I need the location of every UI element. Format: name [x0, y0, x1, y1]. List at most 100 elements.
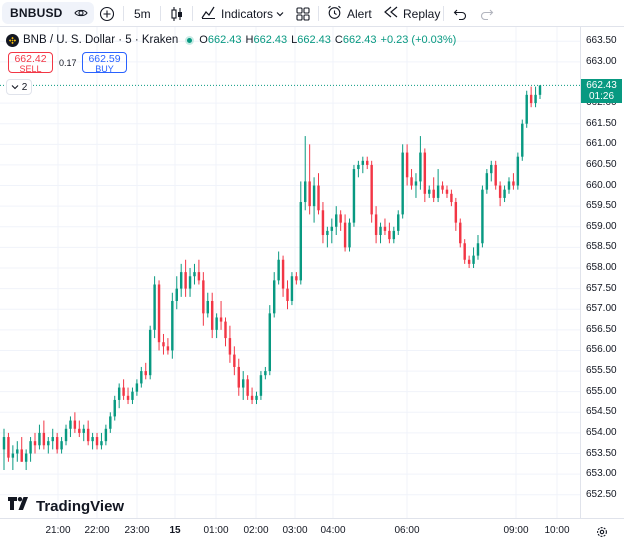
candle [445, 185, 449, 198]
candle [197, 259, 201, 285]
candle [317, 173, 320, 215]
buy-price: 662.59 [88, 53, 121, 65]
candle-body [264, 371, 267, 376]
candle-body [148, 329, 152, 376]
candle-body [11, 453, 15, 458]
candle-body [538, 85, 542, 95]
candle-body [481, 189, 484, 244]
candle-body [512, 181, 515, 186]
candle [481, 185, 484, 248]
indicators-collapse-button[interactable]: 2 [6, 79, 32, 95]
candle-body [38, 432, 41, 446]
candle [175, 276, 178, 310]
compare-add-icon[interactable] [99, 0, 115, 27]
candle-body [441, 185, 444, 190]
time-tick-label: 15 [169, 525, 181, 536]
change-value: +0.23 (+0.03%) [380, 34, 457, 46]
price-tick-label: 654.50 [586, 406, 617, 418]
candle [210, 292, 214, 339]
candle [388, 222, 391, 244]
replay-button[interactable]: Replay [384, 0, 440, 27]
high-value: 662.43 [253, 34, 288, 46]
candle-body [179, 272, 183, 289]
candle [512, 173, 515, 190]
candle [348, 218, 351, 252]
candle-body [414, 181, 418, 186]
candle-body [459, 222, 462, 244]
candle [419, 136, 422, 190]
price-tick-label: 663.00 [586, 55, 617, 67]
candle-body [516, 156, 520, 186]
indicators-label: Indicators [221, 6, 274, 21]
toolbar-divider [192, 6, 193, 21]
time-tick-label: 06:00 [394, 525, 420, 536]
chart-grid [0, 27, 580, 518]
candle [219, 300, 223, 330]
undo-icon[interactable] [453, 0, 467, 27]
interval-button[interactable]: 5m [134, 6, 151, 21]
candle [42, 420, 46, 450]
candle [374, 206, 378, 244]
chevron-down-icon[interactable] [275, 0, 285, 27]
buy-button[interactable]: 662.59 BUY [82, 52, 127, 74]
candle [255, 391, 258, 405]
layouts-grid-icon[interactable] [296, 0, 310, 27]
gear-icon[interactable] [596, 525, 608, 537]
spread-value: 0.17 [59, 58, 77, 68]
candle [78, 420, 81, 438]
series-title[interactable]: BNB / U. S. Dollar · 5 · Kraken [23, 34, 179, 46]
time-axis-border [0, 518, 624, 519]
candle-body [197, 272, 201, 281]
time-tick-label: 03:00 [282, 525, 308, 536]
candle-style-icon[interactable] [170, 0, 184, 27]
candle-body [348, 222, 351, 248]
tradingview-logo[interactable]: TradingView [8, 497, 124, 515]
candle [188, 268, 192, 297]
candle [91, 432, 94, 450]
candle [64, 424, 68, 446]
candle-body [295, 276, 298, 281]
candle [459, 218, 462, 248]
candle-body [436, 185, 440, 198]
open-value: 662.43 [207, 34, 242, 46]
candle-body [33, 441, 37, 446]
candle [224, 317, 227, 347]
sell-button[interactable]: 662.42 SELL [8, 52, 53, 74]
candle [126, 387, 130, 405]
price-tick-label: 661.00 [586, 138, 617, 150]
candle [503, 185, 506, 203]
candle [86, 420, 90, 446]
candle-body [445, 189, 449, 194]
redo-icon[interactable] [480, 0, 494, 27]
candle-body [24, 453, 28, 462]
sell-label: SELL [19, 64, 42, 74]
candle [454, 197, 458, 231]
candle [237, 358, 240, 396]
candle [507, 177, 511, 194]
candle-body [95, 437, 99, 446]
candle-body [405, 152, 409, 178]
time-tick-label: 02:00 [243, 525, 269, 536]
candle [308, 144, 311, 215]
candle [352, 164, 356, 227]
candle-body [472, 255, 475, 264]
alert-button[interactable]: Alert [327, 0, 372, 27]
candle [428, 185, 431, 198]
alert-label: Alert [347, 6, 372, 21]
candle-body [321, 210, 325, 236]
candle [339, 210, 342, 231]
candle-body [255, 395, 258, 400]
candle-body [237, 366, 240, 388]
symbol-search-icon[interactable] [74, 6, 88, 20]
candle [69, 416, 72, 438]
indicators-button[interactable]: Indicators [201, 0, 273, 27]
candle-body [153, 284, 156, 330]
price-tick-label: 653.50 [586, 447, 617, 459]
bnb-logo-icon [6, 33, 19, 47]
symbol-name: BNBUSD [10, 6, 63, 20]
price-tick-label: 653.00 [586, 468, 617, 480]
symbol-search-box[interactable]: BNBUSD [2, 2, 94, 24]
price-chart[interactable] [0, 27, 580, 518]
candle-body [388, 230, 391, 240]
candle-body [117, 387, 121, 400]
